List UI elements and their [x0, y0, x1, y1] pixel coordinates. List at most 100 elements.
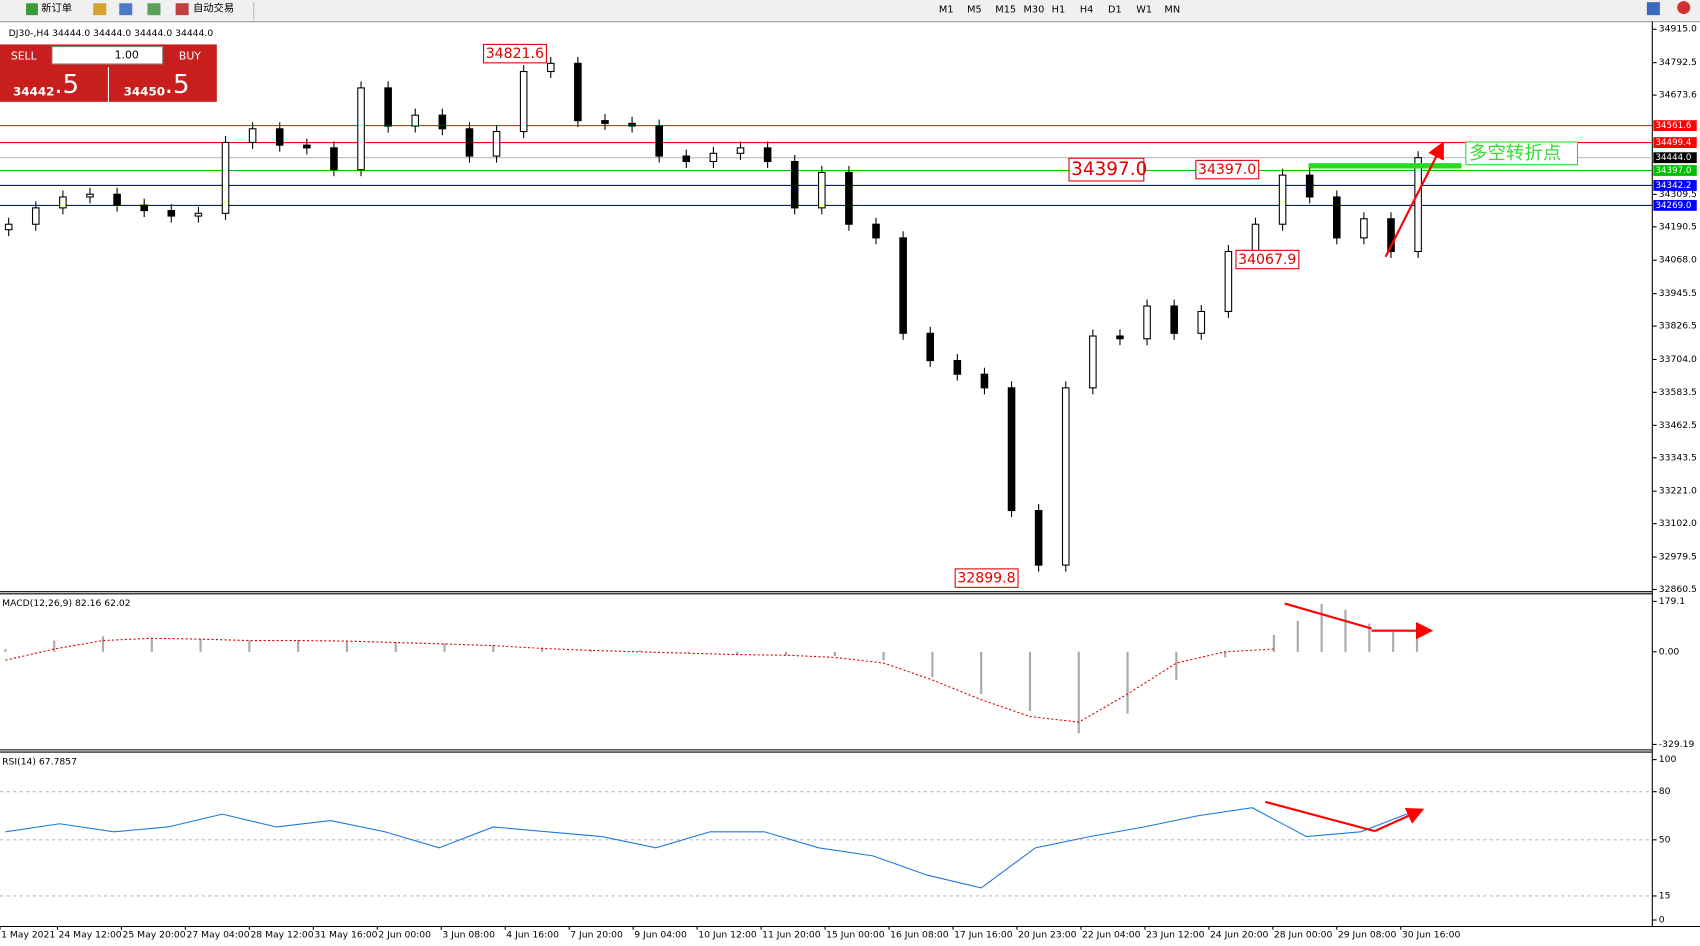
period-button[interactable]: MN	[1164, 5, 1180, 16]
level-label: 34561.6	[1656, 121, 1692, 131]
auto-trade-icon[interactable]	[175, 3, 189, 16]
candle	[167, 210, 176, 217]
period-button[interactable]: M1	[939, 5, 954, 16]
candle	[709, 152, 718, 163]
lots-value[interactable]: 1.00	[115, 48, 139, 61]
candle	[384, 87, 392, 127]
candle	[438, 114, 447, 130]
buy-price[interactable]: 34450	[124, 85, 165, 99]
rsi-line	[5, 807, 1416, 889]
annotation-box	[1195, 159, 1260, 180]
toolbar	[0, 0, 1700, 22]
time-label: 24 Jun 20:00	[1210, 930, 1269, 941]
sell-button[interactable]: SELL	[11, 49, 37, 62]
candle	[1197, 310, 1206, 334]
period-button[interactable]: W1	[1136, 5, 1152, 16]
sell-price-pips[interactable]: .5	[54, 70, 79, 100]
candle	[465, 128, 474, 157]
time-label: 10 Jun 12:00	[698, 930, 757, 941]
candle	[1305, 174, 1314, 198]
toolbar-icon[interactable]	[119, 3, 133, 16]
period-button[interactable]: M30	[1023, 5, 1044, 16]
new-order-button[interactable]: 新订单	[41, 2, 72, 15]
candle	[194, 212, 203, 217]
candle	[655, 125, 663, 157]
level-label: 34499.4	[1656, 138, 1692, 148]
annotation-box	[483, 43, 547, 64]
level-tag	[1653, 199, 1697, 211]
candle	[411, 114, 420, 127]
candle	[113, 193, 121, 206]
new-order-icon[interactable]	[26, 3, 38, 16]
candle	[86, 193, 94, 198]
price-tick-label: 34673.6	[1659, 90, 1697, 101]
candle	[1414, 157, 1422, 253]
search-icon[interactable]	[1646, 2, 1660, 16]
time-label: 1 May 2021	[1, 930, 55, 941]
time-label: 16 Jun 08:00	[890, 930, 949, 941]
buy-button[interactable]: BUY	[179, 49, 201, 62]
level-tag	[1653, 165, 1697, 176]
candle	[492, 130, 501, 157]
price-tick-label: 34068.0	[1659, 255, 1697, 266]
turning-label: 多空转折点	[1469, 143, 1561, 164]
candle	[357, 87, 365, 171]
candle	[980, 373, 989, 389]
candle	[899, 237, 907, 334]
price-tick-label: 34190.5	[1659, 221, 1697, 232]
candle	[4, 223, 13, 231]
price-tick-label: 34309.5	[1659, 189, 1697, 200]
annotation: 34397.0	[1198, 162, 1256, 178]
time-label: 31 May 16:00	[314, 930, 377, 941]
annotation: 34821.6	[486, 46, 544, 62]
macd-label: MACD(12,26,9) 82.16 62.02	[2, 598, 130, 609]
time-label: 29 Jun 08:00	[1338, 930, 1397, 941]
arrow	[1374, 808, 1425, 833]
period-button[interactable]: M15	[995, 5, 1016, 16]
candle	[1007, 387, 1016, 512]
period-button[interactable]: H4	[1080, 5, 1094, 16]
candle	[248, 128, 257, 143]
candle	[1360, 218, 1368, 239]
annotation: 32899.8	[957, 571, 1015, 587]
rsi-tick-label: 0	[1659, 914, 1665, 925]
annotation: 34397.0	[1071, 159, 1147, 180]
candle	[1034, 510, 1043, 566]
candle	[953, 360, 962, 375]
candle	[519, 70, 528, 133]
time-label: 28 Jun 00:00	[1274, 930, 1333, 941]
period-button[interactable]: M5	[967, 5, 982, 16]
lots-input[interactable]	[51, 46, 164, 65]
time-label: 28 May 12:00	[250, 930, 313, 941]
alert-icon[interactable]	[1677, 1, 1691, 15]
candle	[763, 147, 772, 163]
rsi-tick-label: 100	[1659, 754, 1677, 765]
level-label: 34444.0	[1656, 153, 1692, 163]
time-label: 15 Jun 00:00	[826, 930, 885, 941]
time-label: 11 Jun 20:00	[762, 930, 821, 941]
time-label: 2 Jun 00:00	[378, 930, 431, 941]
candle	[1224, 250, 1233, 313]
candle	[546, 62, 555, 73]
macd-tick-label: -329.19	[1659, 739, 1695, 750]
price-tick-label: 32860.5	[1659, 584, 1697, 595]
period-button[interactable]: H1	[1052, 5, 1066, 16]
macd-tick-label: 179.1	[1659, 596, 1685, 607]
sell-price[interactable]: 34442	[13, 85, 54, 99]
candle	[1061, 387, 1070, 566]
candle	[1278, 174, 1287, 225]
macd-signal	[5, 637, 1274, 723]
toolbar-icon[interactable]	[147, 3, 161, 16]
price-tick-label: 33102.0	[1659, 518, 1697, 529]
price-tick-label: 33221.0	[1659, 486, 1697, 497]
toolbar-icon[interactable]	[93, 3, 107, 16]
time-label: 17 Jun 16:00	[954, 930, 1013, 941]
period-button[interactable]: D1	[1108, 5, 1122, 16]
price-tick-label: 33462.5	[1659, 420, 1697, 431]
candle	[59, 196, 67, 209]
auto-trade-button[interactable]: 自动交易	[193, 2, 234, 15]
candle	[845, 171, 853, 225]
buy-price-pips[interactable]: .5	[165, 70, 190, 100]
level-label: 34397.0	[1656, 166, 1692, 176]
